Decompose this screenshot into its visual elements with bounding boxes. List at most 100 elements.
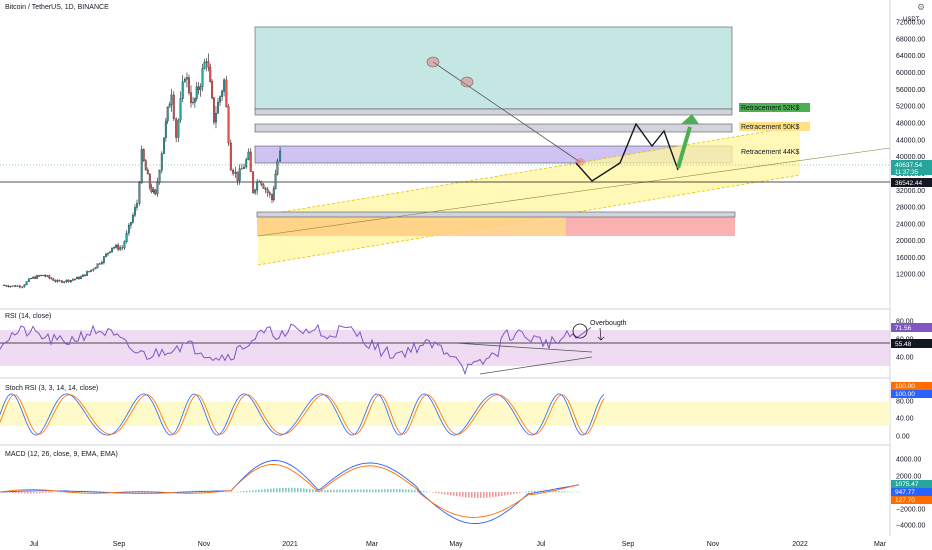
macd-histogram-bar [486, 492, 488, 498]
macd-histogram-bar [60, 491, 62, 493]
macd-title[interactable]: MACD (12, 26, close, 9, EMA, EMA) [5, 451, 118, 458]
retr50-label-bg [739, 122, 810, 131]
countdown-badge: 11:37:35 [895, 170, 919, 176]
projection-arrow-head[interactable] [681, 114, 699, 124]
candle-body [256, 181, 259, 191]
price-tick-label: 20000.00 [896, 238, 925, 245]
overbought-arrow[interactable] [597, 327, 605, 341]
gray-52k-box[interactable] [254, 108, 733, 116]
orange-support-box[interactable] [257, 216, 566, 236]
rsi-level-badge-bg [891, 339, 932, 348]
macd-histogram-bar [279, 488, 281, 493]
candle-body [223, 79, 226, 92]
rsi-title[interactable]: RSI (14, close) [5, 313, 51, 320]
macd-histogram-bar [573, 491, 575, 493]
macd-histogram-bar [402, 489, 404, 493]
gray-support-box[interactable] [256, 211, 736, 218]
price-tick-label: 48000.00 [896, 121, 925, 128]
candle-body [249, 151, 252, 172]
channel-lower-line[interactable] [257, 174, 801, 266]
macd-histogram-bar [102, 491, 104, 493]
candle-body [276, 160, 279, 175]
retr50-label[interactable]: Retracement 50K$ [741, 124, 799, 131]
top-circle-2[interactable] [460, 76, 474, 88]
candle-body [229, 142, 232, 171]
teal-target-box[interactable] [254, 26, 733, 110]
projection-path[interactable] [575, 122, 679, 182]
candle-body [142, 149, 145, 161]
price-tick-label: 32000.00 [896, 188, 925, 195]
candle-body [148, 173, 151, 188]
candle-body [9, 285, 12, 287]
time-tick-label: Mar [874, 541, 887, 548]
retr52-label[interactable]: Retracement 52K$ [741, 105, 799, 112]
top-circle-3[interactable] [575, 158, 585, 166]
macd-histogram-bar [561, 491, 563, 493]
red-support-box[interactable] [566, 216, 735, 236]
candle-body [254, 189, 257, 193]
macd-histogram-bar [513, 492, 515, 494]
candle-body [11, 285, 14, 287]
top-circle-1[interactable] [426, 56, 440, 68]
candle-body [136, 203, 138, 208]
macd-histogram-bar [339, 489, 341, 493]
gray-50k-box[interactable] [254, 123, 733, 133]
macd-histogram-bar [96, 490, 98, 493]
retr52-label-bg [739, 103, 810, 112]
candle-body [152, 189, 155, 193]
stoch-axis[interactable]: 80.00 40.00 0.00 [896, 399, 914, 441]
macd-histogram-bar [255, 490, 257, 493]
settings-gear-icon[interactable]: ⚙ [917, 2, 926, 12]
macd-histogram-bar [426, 491, 428, 493]
macd-histogram-bar [282, 487, 284, 493]
macd-signal-line [0, 464, 580, 518]
top-trend-line[interactable] [432, 61, 581, 163]
candle-body [67, 279, 70, 282]
macd-histogram-bar [18, 492, 20, 494]
macd-histogram-bar [288, 487, 290, 493]
symbol-title[interactable]: Bitcoin / TetherUS, 1D, BINANCE [5, 4, 109, 11]
candle-body [119, 247, 122, 250]
retr44-label[interactable]: Retracement 44K$ [741, 149, 799, 156]
time-axis[interactable]: Jul Sep Nov 2021 Mar May Jul Sep Nov 2022 Mar [30, 541, 887, 548]
candle-body [188, 77, 190, 93]
macd-histogram-bar [15, 492, 17, 494]
stoch-k-badge-bg [891, 382, 932, 390]
rsi-triangle-top[interactable] [454, 342, 593, 353]
stoch-title[interactable]: Stoch RSI (3, 3, 14, 14, close) [5, 385, 98, 392]
overbought-label: Overbougth [590, 320, 627, 327]
candle-body [199, 86, 202, 90]
mid-trend-line[interactable] [257, 147, 891, 237]
candle-body [88, 271, 91, 273]
macd-histogram-bar [369, 489, 371, 493]
rsi-band [0, 330, 890, 366]
macd-histogram-bar [438, 492, 440, 494]
rsi-triangle-bottom[interactable] [479, 356, 593, 375]
price-axis[interactable]: 72000.00 68000.00 64000.00 60000.00 56000.00… [896, 19, 925, 278]
macd-histogram-bar [516, 492, 518, 494]
axis-tick-label: −2000.00 [896, 507, 925, 514]
currency-label: USDT [903, 17, 920, 23]
candle-body [16, 285, 19, 287]
candle-body [232, 169, 235, 174]
candle-body [195, 86, 198, 99]
candle-body [54, 280, 57, 282]
macd-histogram-bar [273, 488, 275, 493]
candle-body [123, 241, 126, 249]
candle-body [168, 104, 171, 108]
macd-histogram-bar [477, 492, 479, 498]
candle-body [44, 275, 47, 277]
macd-histogram-bar [375, 489, 377, 493]
price-tick-label: 24000.00 [896, 221, 925, 228]
overbought-circle[interactable] [572, 323, 588, 339]
candle-body [258, 181, 261, 183]
candle-body [25, 281, 28, 285]
macd-histogram-bar [408, 489, 410, 493]
candle-body [197, 86, 200, 90]
macd-histogram-bar [108, 491, 110, 493]
macd-histogram-bar [270, 488, 272, 493]
macd-histogram-bar [9, 492, 11, 493]
macd-histogram-bar [42, 492, 44, 494]
rsi-line [0, 323, 592, 376]
channel-upper-line[interactable] [257, 125, 801, 217]
